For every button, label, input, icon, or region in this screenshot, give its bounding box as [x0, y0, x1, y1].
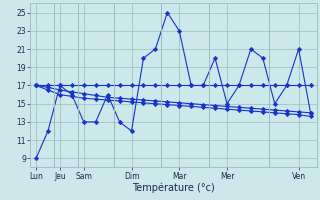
- X-axis label: Température (°c): Température (°c): [132, 182, 215, 193]
